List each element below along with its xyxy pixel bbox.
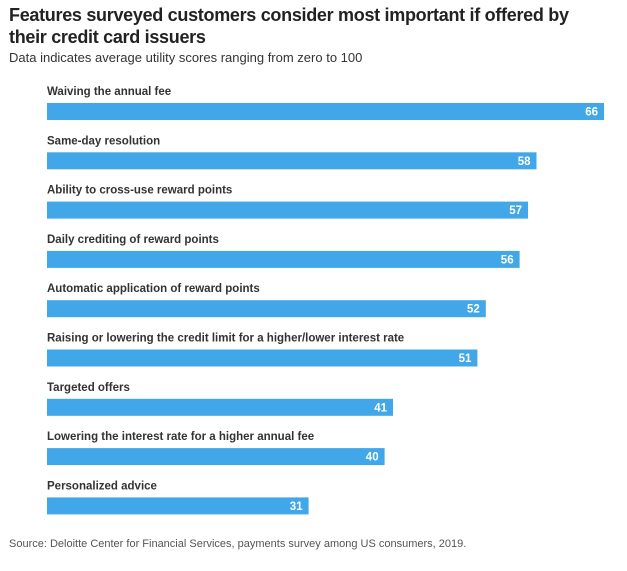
category-label: Waiving the annual fee xyxy=(47,86,171,98)
bar xyxy=(47,398,393,416)
category-label: Targeted offers xyxy=(47,382,130,394)
bar-value-label: 57 xyxy=(509,205,522,217)
category-label: Daily crediting of reward points xyxy=(47,234,219,246)
chart-subtitle: Data indicates average utility scores ra… xyxy=(9,50,363,65)
bar-value-label: 52 xyxy=(467,304,480,316)
category-label: Raising or lowering the credit limit for… xyxy=(47,333,404,345)
bar-value-label: 58 xyxy=(518,156,531,168)
bar xyxy=(47,497,309,515)
category-label: Same-day resolution xyxy=(47,135,160,147)
category-label: Personalized advice xyxy=(47,480,157,492)
bar xyxy=(47,201,528,219)
category-label: Lowering the interest rate for a higher … xyxy=(47,431,314,443)
bar xyxy=(47,300,486,318)
chart-title: Features surveyed customers consider mos… xyxy=(9,5,569,47)
bar xyxy=(47,349,478,367)
category-label: Ability to cross-use reward points xyxy=(47,185,232,197)
bar xyxy=(47,103,604,120)
bar xyxy=(47,448,385,466)
bar-value-label: 41 xyxy=(374,402,387,414)
category-label: Automatic application of reward points xyxy=(47,283,260,295)
bar-value-label: 56 xyxy=(501,254,514,266)
bar-value-label: 51 xyxy=(459,353,472,365)
bar-value-label: 31 xyxy=(290,501,303,513)
source-note: Source: Deloitte Center for Financial Se… xyxy=(9,538,467,550)
bar xyxy=(47,152,537,170)
bar-value-label: 40 xyxy=(366,452,379,464)
bar xyxy=(47,250,520,268)
bar-value-label: 66 xyxy=(585,107,598,119)
